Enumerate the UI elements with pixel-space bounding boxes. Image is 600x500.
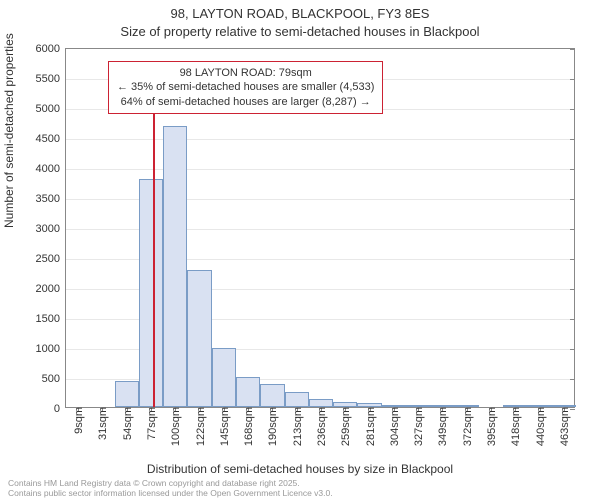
annotation-line3: 64% of semi-detached houses are larger (… — [117, 95, 374, 109]
ytick-mark — [570, 379, 575, 380]
chart-title-line2: Size of property relative to semi-detach… — [0, 24, 600, 39]
bar — [236, 377, 260, 407]
bar — [163, 126, 187, 407]
ytick-mark — [570, 109, 575, 110]
xtick-label: 122sqm — [193, 407, 207, 446]
ytick-label: 2500 — [36, 253, 66, 265]
ytick-mark — [570, 319, 575, 320]
bar — [260, 384, 284, 407]
footer-attribution: Contains HM Land Registry data © Crown c… — [8, 478, 333, 498]
ytick-label: 4000 — [36, 163, 66, 175]
xtick-label: 145sqm — [217, 407, 231, 446]
ytick-label: 2000 — [36, 283, 66, 295]
ytick-label: 500 — [42, 373, 66, 385]
ytick-mark — [570, 199, 575, 200]
annotation-line2: ← 35% of semi-detached houses are smalle… — [117, 80, 374, 94]
ytick-label: 3500 — [36, 193, 66, 205]
ytick-label: 1000 — [36, 343, 66, 355]
xtick-label: 281sqm — [363, 407, 377, 446]
x-axis-label: Distribution of semi-detached houses by … — [0, 462, 600, 476]
ytick-mark — [570, 259, 575, 260]
xtick-label: 190sqm — [265, 407, 279, 446]
xtick-label: 372sqm — [460, 407, 474, 446]
annotation-line1: 98 LAYTON ROAD: 79sqm — [117, 66, 374, 80]
bar — [212, 348, 236, 407]
marker-line — [153, 76, 155, 407]
xtick-label: 418sqm — [508, 407, 522, 446]
xtick-label: 54sqm — [120, 407, 134, 440]
xtick-label: 395sqm — [484, 407, 498, 446]
xtick-label: 100sqm — [168, 407, 182, 446]
ytick-label: 5000 — [36, 103, 66, 115]
bar — [187, 270, 211, 407]
ytick-label: 0 — [54, 403, 66, 415]
xtick-label: 236sqm — [314, 407, 328, 446]
bar — [285, 392, 309, 407]
xtick-label: 304sqm — [387, 407, 401, 446]
xtick-label: 327sqm — [411, 407, 425, 446]
xtick-label: 213sqm — [290, 407, 304, 446]
ytick-mark — [570, 79, 575, 80]
bar — [139, 179, 163, 407]
xtick-label: 31sqm — [95, 407, 109, 440]
xtick-label: 463sqm — [557, 407, 571, 446]
footer-line1: Contains HM Land Registry data © Crown c… — [8, 478, 333, 488]
y-axis-label: Number of semi-detached properties — [2, 33, 16, 228]
ytick-mark — [570, 49, 575, 50]
chart-title-line1: 98, LAYTON ROAD, BLACKPOOL, FY3 8ES — [0, 6, 600, 21]
ytick-mark — [570, 289, 575, 290]
xtick-label: 9sqm — [71, 407, 85, 434]
annotation-box: 98 LAYTON ROAD: 79sqm ← 35% of semi-deta… — [108, 61, 383, 114]
bar — [115, 381, 139, 407]
gridline — [66, 139, 574, 140]
ytick-mark — [570, 229, 575, 230]
xtick-label: 259sqm — [338, 407, 352, 446]
xtick-label: 168sqm — [241, 407, 255, 446]
xtick-label: 349sqm — [435, 407, 449, 446]
gridline — [66, 169, 574, 170]
ytick-label: 5500 — [36, 73, 66, 85]
chart-container: 98, LAYTON ROAD, BLACKPOOL, FY3 8ES Size… — [0, 0, 600, 500]
ytick-mark — [570, 139, 575, 140]
plot-area: 0500100015002000250030003500400045005000… — [65, 48, 575, 408]
footer-line2: Contains public sector information licen… — [8, 488, 333, 498]
ytick-mark — [570, 169, 575, 170]
ytick-label: 6000 — [36, 43, 66, 55]
ytick-label: 1500 — [36, 313, 66, 325]
ytick-mark — [570, 349, 575, 350]
xtick-label: 77sqm — [144, 407, 158, 440]
ytick-label: 3000 — [36, 223, 66, 235]
bar — [309, 399, 333, 407]
ytick-label: 4500 — [36, 133, 66, 145]
xtick-label: 440sqm — [533, 407, 547, 446]
